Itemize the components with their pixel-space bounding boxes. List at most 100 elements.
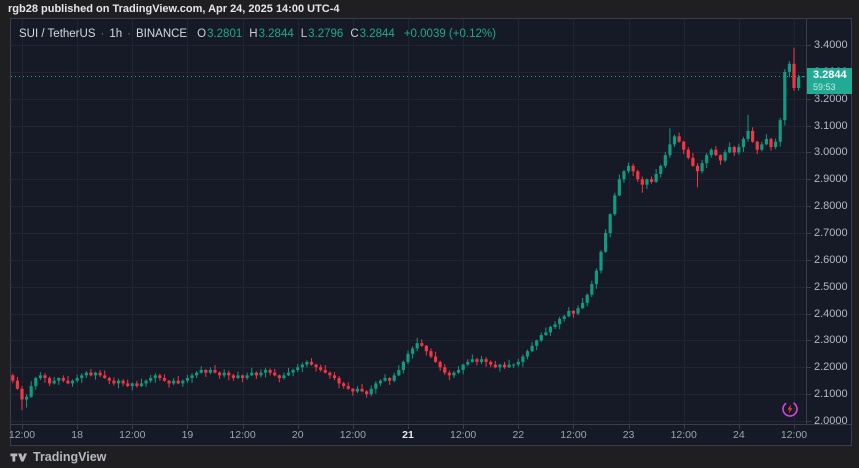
time-axis-label: 24 [733,429,745,441]
price-axis[interactable]: 3.2844 59:53 3.40003.30003.20003.10003.0… [806,19,852,427]
high-letter: H [249,28,258,40]
time-axis-label: 18 [71,429,83,441]
candle-body [300,364,304,368]
candle-body [420,343,424,346]
candle [346,382,350,390]
candle [300,362,304,373]
tradingview-brand-label: TradingView [33,450,107,464]
candle [397,365,401,377]
candle-body [185,378,190,381]
candle-body [714,149,718,156]
candle-body [755,141,759,150]
candle [718,154,723,165]
candle [365,390,369,398]
chart-legend: SUI / TetherUS · 1h · BINANCE O3.2801 H3… [19,26,496,42]
candle [406,350,410,365]
candle-body [631,165,635,172]
candle [691,152,695,167]
candle [512,363,516,369]
candle [47,376,52,387]
candle-body [57,378,61,381]
candle [493,360,497,369]
candle [15,376,20,390]
candle [608,213,612,238]
candle-body [259,372,263,376]
candle-body [502,364,507,368]
candle [567,307,571,318]
candle [126,379,130,388]
candle [636,169,640,182]
candle-body [608,214,612,233]
candle [576,305,580,316]
candle-body [787,63,791,72]
candle [378,379,383,387]
candle [456,366,461,374]
time-axis-tick [132,425,133,429]
candle [668,128,672,158]
candle [319,364,323,372]
candle-body [355,388,360,392]
open-letter: O [197,28,207,40]
time-axis-label: 12:00 [8,429,36,441]
candle-body [34,378,38,387]
time-axis-label: 20 [291,429,304,441]
candle-body [415,343,419,349]
candle [603,229,608,253]
publish-title: rgb28 published on TradingView.com, Apr … [0,0,859,18]
time-axis[interactable]: 12:00 18 12:00 19 12:00 20 12:00 21 12:00 22 12:00… [8,424,851,445]
candle [84,371,88,379]
candle [328,371,332,379]
candle [479,356,484,365]
ohlc-close: C3.2844 [343,28,395,40]
candle-body [332,375,337,379]
time-axis-tick [739,425,740,429]
price-axis-tick [807,314,811,315]
candle-body [282,375,286,379]
chart-pane[interactable]: SUI / TetherUS · 1h · BINANCE O3.2801 H3… [11,19,806,424]
price-axis-label: 2.2000 [814,361,848,374]
candle-body [217,372,222,376]
candle-body [626,165,631,172]
candle-body [139,383,144,387]
exchange-label: BINANCE [135,28,188,40]
candle [774,138,778,150]
candle [677,132,681,143]
tradingview-brand-link[interactable]: TradingView [10,449,106,465]
candle-body [649,179,654,182]
candle [792,47,796,91]
candle [438,360,442,371]
time-axis-tick [463,425,464,429]
ohlc-open: O3.2801 [197,28,242,40]
candle-body [778,120,782,142]
candle [507,359,511,369]
candle [135,380,139,388]
candle-body [309,361,314,365]
candle-body [521,356,525,362]
candle-body [493,364,497,368]
candle-body [305,361,309,365]
candle [571,310,576,318]
candle-body [222,372,226,376]
price-axis-label: 2.1000 [814,388,848,401]
price-axis-tick [807,45,811,46]
candle-body [397,369,401,376]
candle [562,314,566,322]
candle [57,377,61,386]
price-axis-tick [807,260,811,261]
candle-body [84,372,88,376]
candle [332,372,337,381]
bar-countdown: 59:53 [813,82,836,93]
candle [314,363,318,372]
candle [760,141,764,152]
candle-body [466,361,470,365]
candle-body [342,383,346,387]
lightning-icon[interactable] [781,400,799,418]
price-axis-label: 2.6000 [814,253,848,266]
price-axis-label: 3.4000 [814,39,848,51]
candle [34,376,38,390]
candle-body [479,359,484,362]
candle-body [346,386,350,389]
candle [93,371,98,380]
candle [273,368,277,377]
candle-body [544,332,548,336]
